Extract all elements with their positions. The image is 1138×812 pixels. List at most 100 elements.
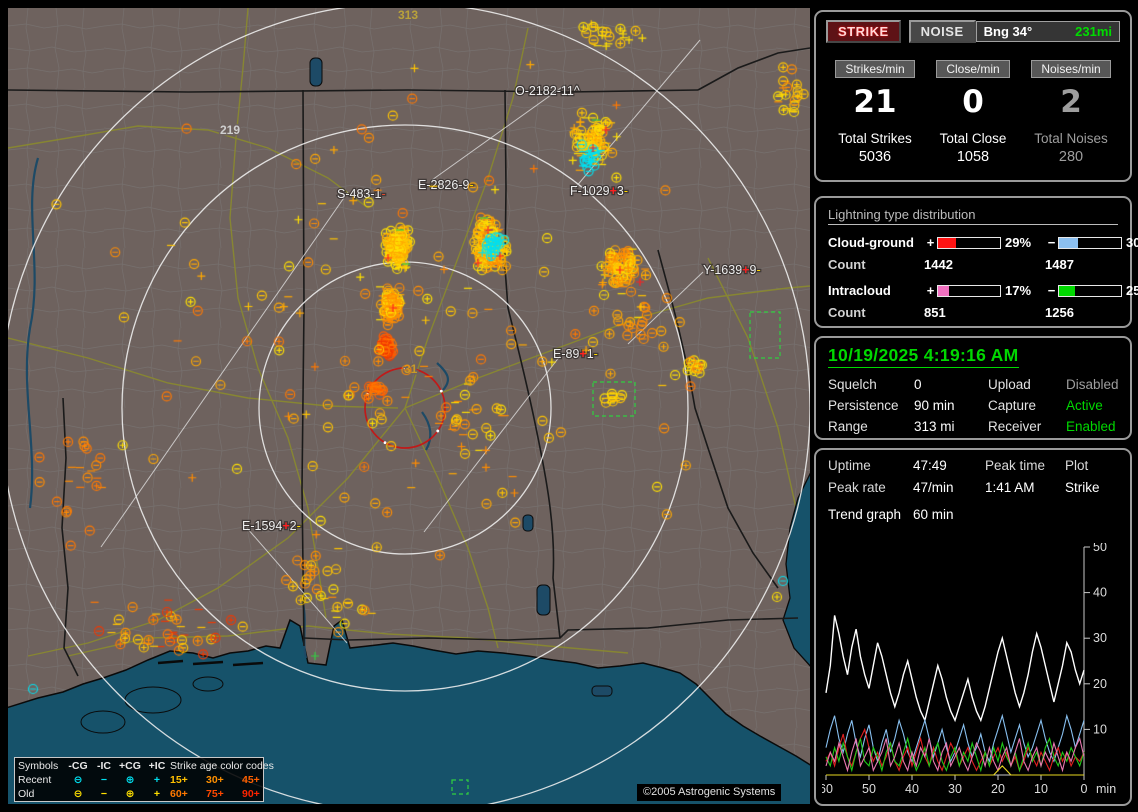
noises-per-min-col: Noises/min 2 Total Noises 280 (1022, 60, 1120, 165)
trend-graph: 50 40 30 20 10 60 50 40 30 20 10 0 min (822, 543, 1116, 796)
cloud-ground-counts: Count 1442 1487 (828, 257, 1074, 272)
legend-header-row: Symbols -CG -IC +CG +IC Strike age color… (18, 759, 274, 773)
peak-rate-value: 47/min (913, 480, 954, 495)
total-close-value: 1058 (956, 149, 990, 165)
total-close-label: Total Close (939, 131, 1007, 146)
total-strikes-value: 5036 (858, 149, 892, 165)
close-per-min-value: 0 (962, 84, 984, 120)
svg-text:10: 10 (1034, 782, 1048, 796)
pos-cg-recent-icon: ⊕ (125, 774, 135, 786)
total-noises-value: 280 (1058, 149, 1084, 165)
pos-ic-recent-icon: + (153, 774, 161, 786)
plus-sign: + (926, 283, 935, 298)
lightning-strike-layer (8, 8, 810, 804)
lightning-distribution-panel: Lightning type distribution Cloud-ground… (814, 196, 1138, 328)
legend-col-neg-cg: -CG (68, 760, 88, 772)
trend-graph-window: 60 min (913, 507, 954, 522)
ic-neg-bar (1058, 284, 1122, 297)
uptime-label: Uptime (828, 458, 871, 473)
peak-time-label: Peak time (985, 458, 1046, 473)
close-per-min-chip: Close/min (936, 60, 1010, 78)
peak-rate-label: Peak rate (828, 480, 886, 495)
svg-text:40: 40 (1093, 586, 1107, 600)
close-per-min-col: Close/min 0 Total Close 1058 (924, 60, 1022, 165)
svg-text:20: 20 (991, 782, 1005, 796)
upload-status: Disabled (1066, 377, 1119, 392)
noises-per-min-value: 2 (1060, 84, 1082, 120)
strikes-per-min-value: 21 (853, 84, 897, 120)
lightning-map[interactable]: 31321931O-2182-11^E-2826-9-S-483-1-F-102… (8, 8, 810, 804)
pos-cg-old-icon: ⊕ (125, 788, 135, 800)
squelch-label: Squelch (828, 377, 877, 392)
trend-series-pink (825, 736, 1085, 773)
total-noises-label: Total Noises (1034, 131, 1108, 146)
plot-label: Plot (1065, 458, 1089, 473)
cg-pos-bar (937, 236, 1001, 249)
persistence-label: Persistence (828, 398, 899, 413)
cloud-ground-row: Cloud-ground + 29% − 30% (828, 235, 1138, 250)
trend-series-yellow (826, 765, 1084, 776)
trend-series-white-total-strike-rate (825, 615, 1085, 723)
trend-series-green (825, 736, 1085, 773)
svg-text:0: 0 (1081, 782, 1088, 796)
legend-col-neg-ic: -IC (97, 760, 111, 772)
svg-text:40: 40 (905, 782, 919, 796)
trend-graph-label: Trend graph (828, 507, 902, 522)
legend-col-pos-ic: +IC (148, 760, 166, 772)
noise-mode-button[interactable]: NOISE (908, 20, 976, 43)
svg-text:50: 50 (862, 782, 876, 796)
persistence-value: 90 min (914, 398, 955, 413)
svg-text:30: 30 (948, 782, 962, 796)
strikes-per-min-chip: Strikes/min (835, 60, 915, 78)
noises-per-min-chip: Noises/min (1031, 60, 1111, 78)
capture-status: Active (1066, 398, 1103, 413)
cg-neg-bar (1058, 236, 1122, 249)
current-datetime: 10/19/2025 4:19:16 AM (828, 345, 1019, 368)
copyright-notice: ©2005 Astrogenic Systems (637, 784, 782, 801)
strikes-per-min-col: Strikes/min 21 Total Strikes 5036 (826, 60, 924, 165)
intracloud-counts: Count 851 1256 (828, 305, 1074, 320)
svg-text:min: min (1096, 782, 1116, 796)
receiver-label: Receiver (988, 419, 1042, 434)
minus-sign: − (1047, 283, 1056, 298)
squelch-value: 0 (914, 377, 922, 392)
strike-mode-button[interactable]: STRIKE (826, 20, 901, 43)
legend-col-pos-cg: +CG (119, 760, 141, 772)
upload-label: Upload (988, 377, 1031, 392)
legend-old-row: Old ⊖ − ⊕ + 60+ 75+ 90+ (18, 788, 260, 800)
range-label: Range (828, 419, 868, 434)
capture-label: Capture (988, 398, 1037, 413)
minus-sign: − (1047, 235, 1056, 250)
peak-time-value: 1:41 AM (985, 480, 1035, 495)
svg-text:30: 30 (1093, 631, 1107, 645)
map-legend: Symbols -CG -IC +CG +IC Strike age color… (14, 757, 274, 802)
svg-text:50: 50 (1093, 543, 1107, 554)
neg-cg-recent-icon: ⊖ (73, 774, 83, 786)
uptime-value: 47:49 (913, 458, 947, 473)
svg-text:10: 10 (1093, 722, 1107, 736)
plot-mode-value: Strike (1065, 480, 1100, 495)
system-status-panel: 10/19/2025 4:19:16 AM Squelch 0 Upload D… (814, 336, 1132, 440)
legend-recent-row: Recent ⊖ − ⊕ + 15+ 30+ 45+ (18, 774, 260, 786)
plus-sign: + (926, 235, 935, 250)
svg-text:60: 60 (822, 782, 833, 796)
neg-cg-old-icon: ⊖ (73, 788, 83, 800)
bearing-label: Bng 34° (983, 24, 1033, 39)
bearing-distance: 231mi (1075, 24, 1112, 39)
svg-text:20: 20 (1093, 677, 1107, 691)
bearing-readout: Bng 34° 231mi (975, 21, 1120, 42)
legend-age-header: Strike age color codes (170, 760, 274, 772)
ic-pos-bar (937, 284, 1001, 297)
legend-symbols-header: Symbols (18, 760, 59, 772)
neg-ic-recent-icon: − (100, 774, 108, 786)
intracloud-row: Intracloud + 17% − 25% (828, 283, 1138, 298)
session-trend-panel: Uptime 47:49 Peak time Plot Peak rate 47… (814, 448, 1132, 806)
neg-ic-old-icon: − (100, 788, 108, 800)
strike-stats-panel: STRIKE NOISE Bng 34° 231mi Strikes/min 2… (814, 10, 1132, 182)
total-strikes-label: Total Strikes (838, 131, 912, 146)
range-value: 313 mi (914, 419, 955, 434)
receiver-status: Enabled (1066, 419, 1116, 434)
distribution-title: Lightning type distribution (828, 207, 1118, 225)
trend-series-blue (825, 713, 1085, 764)
